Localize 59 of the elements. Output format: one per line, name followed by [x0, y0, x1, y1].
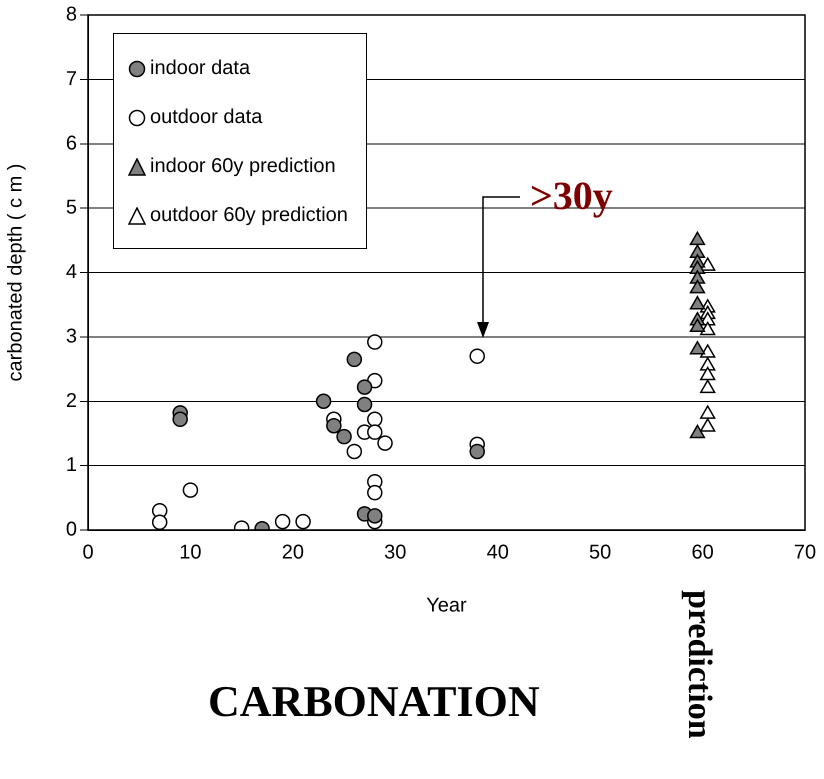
point: [690, 296, 706, 310]
y-axis-title: carbonated depth ( c m ): [4, 164, 27, 382]
legend-label: outdoor data: [150, 106, 262, 129]
point: [346, 444, 362, 460]
point: [700, 405, 716, 419]
point: [690, 424, 706, 438]
legend-label: outdoor 60y prediction: [150, 204, 348, 227]
point: [700, 344, 716, 358]
point: [469, 348, 485, 364]
legend-label: indoor 60y prediction: [150, 155, 336, 178]
point: [326, 418, 342, 434]
x-tick-label: 30: [384, 542, 406, 564]
point: [367, 412, 383, 428]
y-tick-label: 3: [66, 325, 77, 348]
point: [367, 508, 383, 524]
y-tick-label: 6: [66, 132, 77, 154]
y-tick-label: 4: [66, 261, 77, 284]
y-tick-label: 0: [66, 518, 77, 541]
point: [469, 444, 485, 460]
x-tick-label: 0: [82, 542, 94, 564]
legend-label: indoor data: [150, 57, 250, 80]
point: [346, 352, 362, 368]
annotation: >30y: [530, 172, 613, 219]
point: [316, 394, 332, 409]
x-tick-label: 40: [486, 542, 509, 564]
point: [700, 366, 716, 380]
point: [367, 334, 383, 350]
text: prediction: [680, 590, 718, 739]
point: [295, 514, 311, 530]
point: [367, 424, 383, 440]
point: [690, 318, 706, 332]
x-tick-label: 60: [691, 542, 714, 564]
x-tick-label: 50: [589, 542, 612, 564]
point: [690, 280, 706, 294]
y-tick-label: 8: [66, 4, 77, 26]
x-tick-label: 10: [179, 542, 202, 564]
y-tick-label: 2: [66, 390, 77, 412]
x-tick-label: 20: [282, 542, 304, 564]
point: [690, 232, 706, 246]
point: [700, 380, 716, 394]
point: [690, 341, 706, 354]
point: [367, 484, 383, 500]
point: [356, 396, 372, 412]
point: [700, 418, 716, 432]
point: [356, 379, 372, 395]
y-tick-label: 5: [66, 196, 77, 219]
point: [377, 435, 393, 451]
y-tick-label: 7: [66, 68, 77, 90]
x-axis-title: Year: [426, 594, 468, 617]
point: [172, 412, 188, 428]
point: [182, 482, 198, 498]
text: CARBONATION: [208, 676, 540, 727]
y-tick-label: 1: [66, 454, 77, 476]
point: [336, 428, 352, 444]
point: [152, 514, 168, 530]
point: [690, 244, 706, 258]
x-tick-label: 70: [794, 542, 816, 564]
point: [274, 514, 290, 530]
point: [700, 322, 716, 336]
